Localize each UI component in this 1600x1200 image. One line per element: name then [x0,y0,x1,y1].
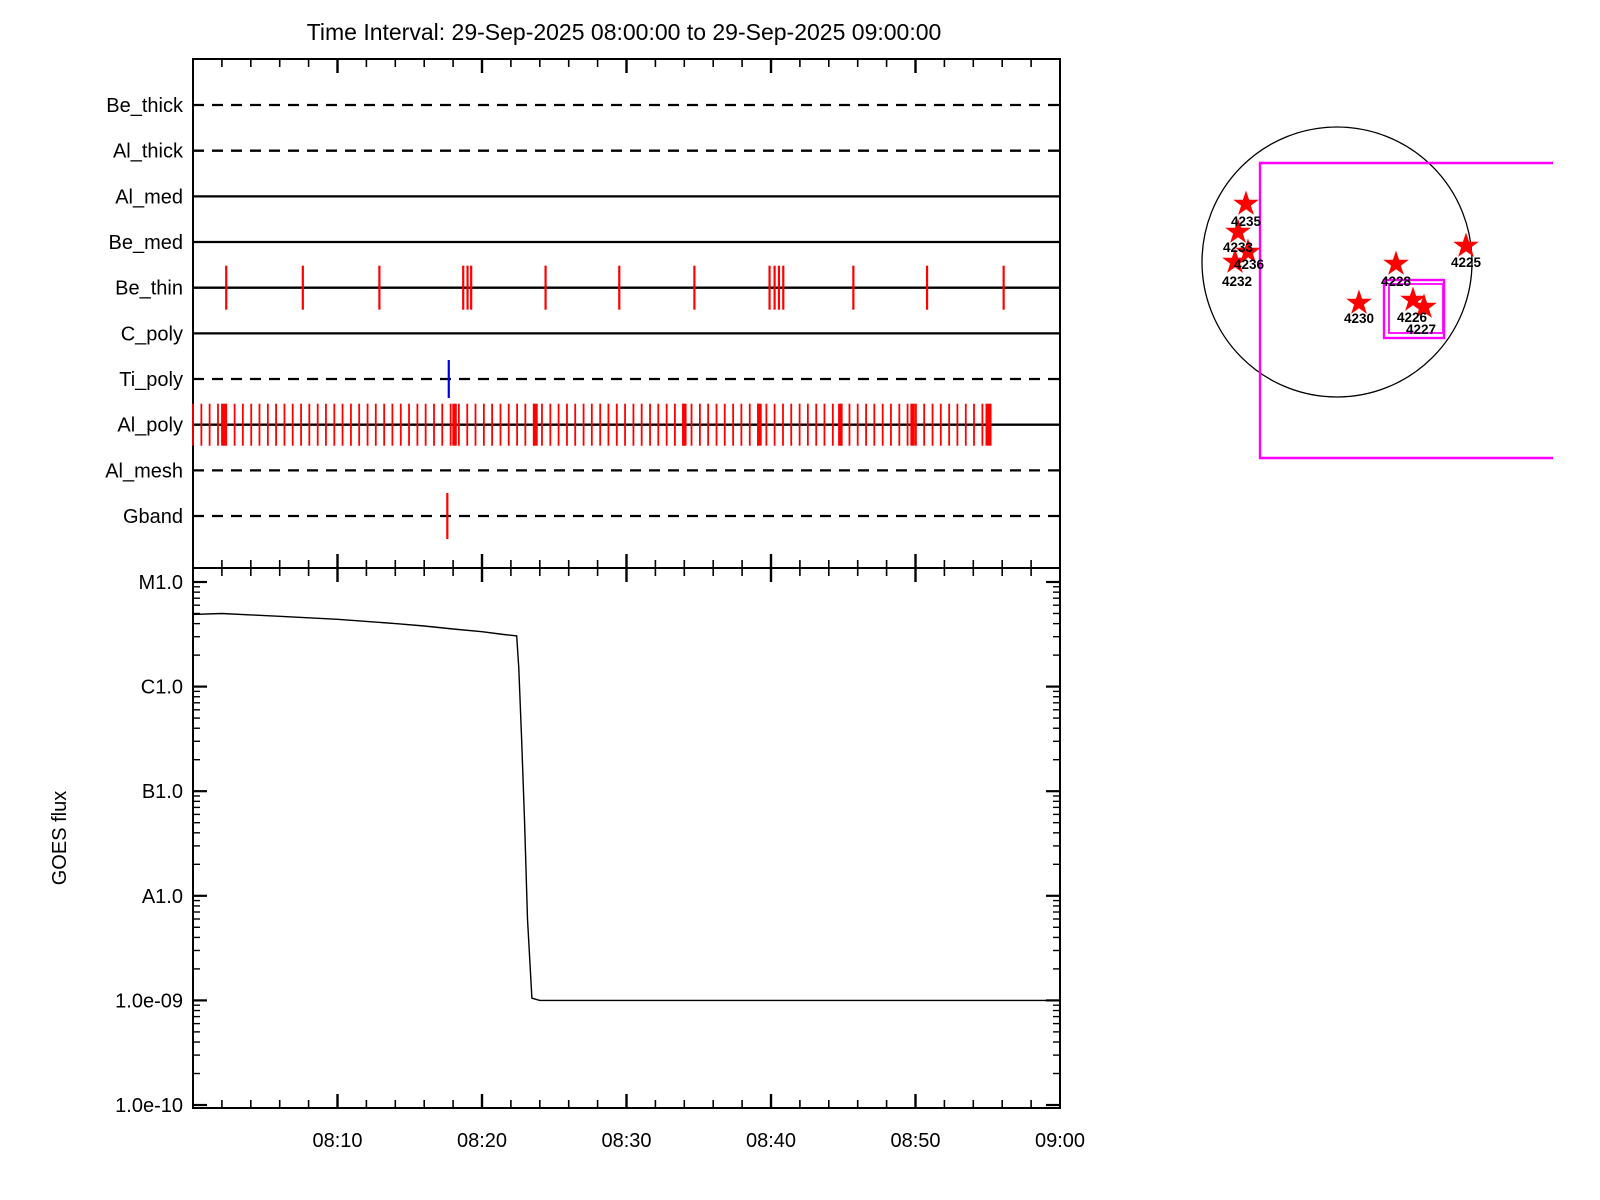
time-tick-label: 08:10 [312,1130,362,1152]
filter-row-label: Al_mesh [105,460,183,482]
goes-panel-frame [192,567,1061,1109]
goes-y-tick-label: A1.0 [142,886,183,908]
goes-y-tick-label: 1.0e-09 [115,990,183,1012]
goes-y-tick-label: C1.0 [141,677,183,699]
time-tick-label: 08:40 [746,1130,796,1152]
solar-limb-circle [1201,126,1473,398]
goes-flux-panel: M1.0 C1.0 B1.0 A1.0 1.0e-09 1.0e-10 08:10 08:20… [115,567,1085,1152]
active-region-star [1222,248,1248,273]
plot-title: Time Interval: 29-Sep-2025 08:00:00 to 2… [307,19,942,45]
filter-row-label: Al_thick [113,141,184,163]
time-tick-label: 09:00 [1035,1130,1085,1152]
active-region-label: 4225 [1451,255,1482,270]
active-region-label: 4236 [1234,257,1265,272]
active-region-label: 4228 [1381,274,1412,289]
filter-row-label: C_poly [121,323,183,345]
active-region-star [1383,250,1409,275]
filter-row-label: Al_poly [117,415,183,437]
filter-row-label: Be_med [109,232,184,254]
active-region-label: 4235 [1231,214,1262,229]
active-region-label: 4233 [1223,240,1254,255]
active-region-label: 4232 [1222,274,1252,289]
filter-row-label: Gband [123,506,183,528]
active-region-star [1411,293,1437,318]
time-tick-label: 08:20 [457,1130,507,1152]
filter-row-label: Al_med [115,186,183,208]
active-region-label: 4227 [1406,322,1436,337]
time-tick-label: 08:30 [601,1130,651,1152]
active-region-star [1225,218,1251,243]
fov-box-small-inner [1388,283,1444,334]
goes-y-tick-label: M1.0 [139,572,183,594]
active-region-star [1346,289,1372,314]
filter-row-label: Be_thick [106,95,184,117]
time-tick-label: 08:50 [890,1130,940,1152]
active-region-star [1235,238,1261,263]
filter-row-label: Ti_poly [119,369,183,391]
goes-flux-axis-title: GOES flux [49,791,71,885]
filter-timeline-panel: Be_thick Al_thick Al_med Be_med Be_thin C_pol… [105,58,1061,582]
fov-box-small [1382,278,1446,340]
goes-y-tick-label: B1.0 [142,781,183,803]
active-region-star [1400,286,1426,311]
fov-box-large [1258,161,1553,460]
goes-flux-curve [192,612,1060,1002]
active-region-label: 4226 [1397,310,1428,325]
filter-panel-frame [192,58,1061,569]
active-region-star [1233,190,1259,215]
active-region-label: 4230 [1344,311,1374,326]
goes-y-tick-label: 1.0e-10 [115,1095,183,1117]
filter-row-label: Be_thin [115,278,183,300]
active-region-star [1453,232,1479,257]
